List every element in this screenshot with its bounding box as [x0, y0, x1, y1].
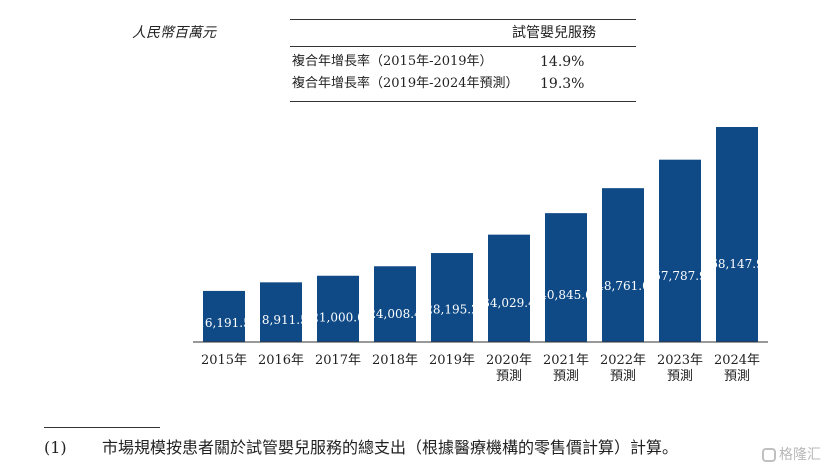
bar-value-label: 18,911.5	[254, 313, 307, 327]
cagr-bottom-rule	[290, 101, 636, 102]
gelonghui-logo-icon	[762, 448, 776, 462]
cagr-header-row: 試管嬰兒服務	[290, 20, 636, 47]
unit-label: 人民幣百萬元	[132, 25, 216, 41]
x-tick-label: 2021年	[543, 353, 589, 368]
x-tick-label: 2023年	[657, 353, 703, 368]
cagr-row-label: 複合年增長率（2015年-2019年）	[292, 54, 493, 69]
x-tick-label: 預測	[553, 369, 579, 384]
cagr-top-rule	[290, 19, 636, 20]
x-tick-label: 2015年	[201, 353, 247, 368]
footnote-text: 市場規模按患者關於試管嬰兒服務的總支出（根據醫療機構的零售價計算）計算。	[102, 438, 679, 457]
x-tick-label: 預測	[667, 369, 693, 384]
bar-value-label: 28,195.2	[425, 302, 478, 316]
bar-value-label: 40,845.0	[539, 288, 592, 302]
cagr-table: 試管嬰兒服務 複合年增長率（2015年-2019年） 14.9% 複合年增長率（…	[290, 19, 636, 102]
cagr-row-value: 19.3%	[540, 76, 585, 92]
bar	[374, 266, 416, 342]
cagr-row-value: 14.9%	[540, 54, 585, 70]
footnote: (1) 市場規模按患者關於試管嬰兒服務的總支出（根據醫療機構的零售價計算）計算。	[44, 434, 678, 458]
bar	[545, 213, 587, 342]
bar	[488, 234, 530, 342]
bar	[431, 253, 473, 342]
bar-value-label: 34,029.4	[482, 296, 536, 310]
x-tick-label: 2022年	[600, 353, 646, 368]
bar-value-label: 48,761.0	[596, 279, 649, 293]
bar	[317, 275, 359, 342]
x-tick-label: 2016年	[258, 353, 304, 368]
cagr-row: 複合年增長率（2015年-2019年） 14.9%	[290, 51, 636, 73]
bar-value-label: 21,000.0	[311, 311, 364, 325]
cagr-header: 試管嬰兒服務	[512, 25, 596, 41]
bar-value-label: 24,008.4	[368, 307, 422, 321]
x-tick-label: 2017年	[315, 353, 361, 368]
bar	[602, 188, 644, 342]
bar-value-label: 68,147.9	[710, 257, 763, 271]
bar	[260, 282, 302, 342]
x-tick-label: 預測	[610, 369, 636, 384]
watermark: 格隆汇	[762, 444, 821, 464]
x-tick-label: 預測	[496, 369, 522, 384]
bar	[659, 159, 701, 342]
bar	[716, 127, 758, 342]
cagr-row: 複合年增長率（2019年-2024年預測） 19.3%	[290, 73, 636, 95]
footnote-number: (1)	[44, 438, 67, 457]
watermark-text: 格隆汇	[779, 447, 821, 463]
x-tick-label: 2024年	[714, 353, 760, 368]
cagr-row-label: 複合年增長率（2019年-2024年預測）	[292, 76, 519, 91]
x-tick-label: 預測	[724, 369, 750, 384]
footnote-rule	[44, 427, 160, 428]
bar-value-label: 16,191.5	[197, 316, 250, 330]
bar	[203, 290, 245, 342]
x-tick-label: 2018年	[372, 353, 418, 368]
x-tick-label: 2019年	[429, 353, 475, 368]
x-tick-label: 2020年	[486, 353, 532, 368]
bar-value-label: 57,787.9	[653, 269, 706, 283]
